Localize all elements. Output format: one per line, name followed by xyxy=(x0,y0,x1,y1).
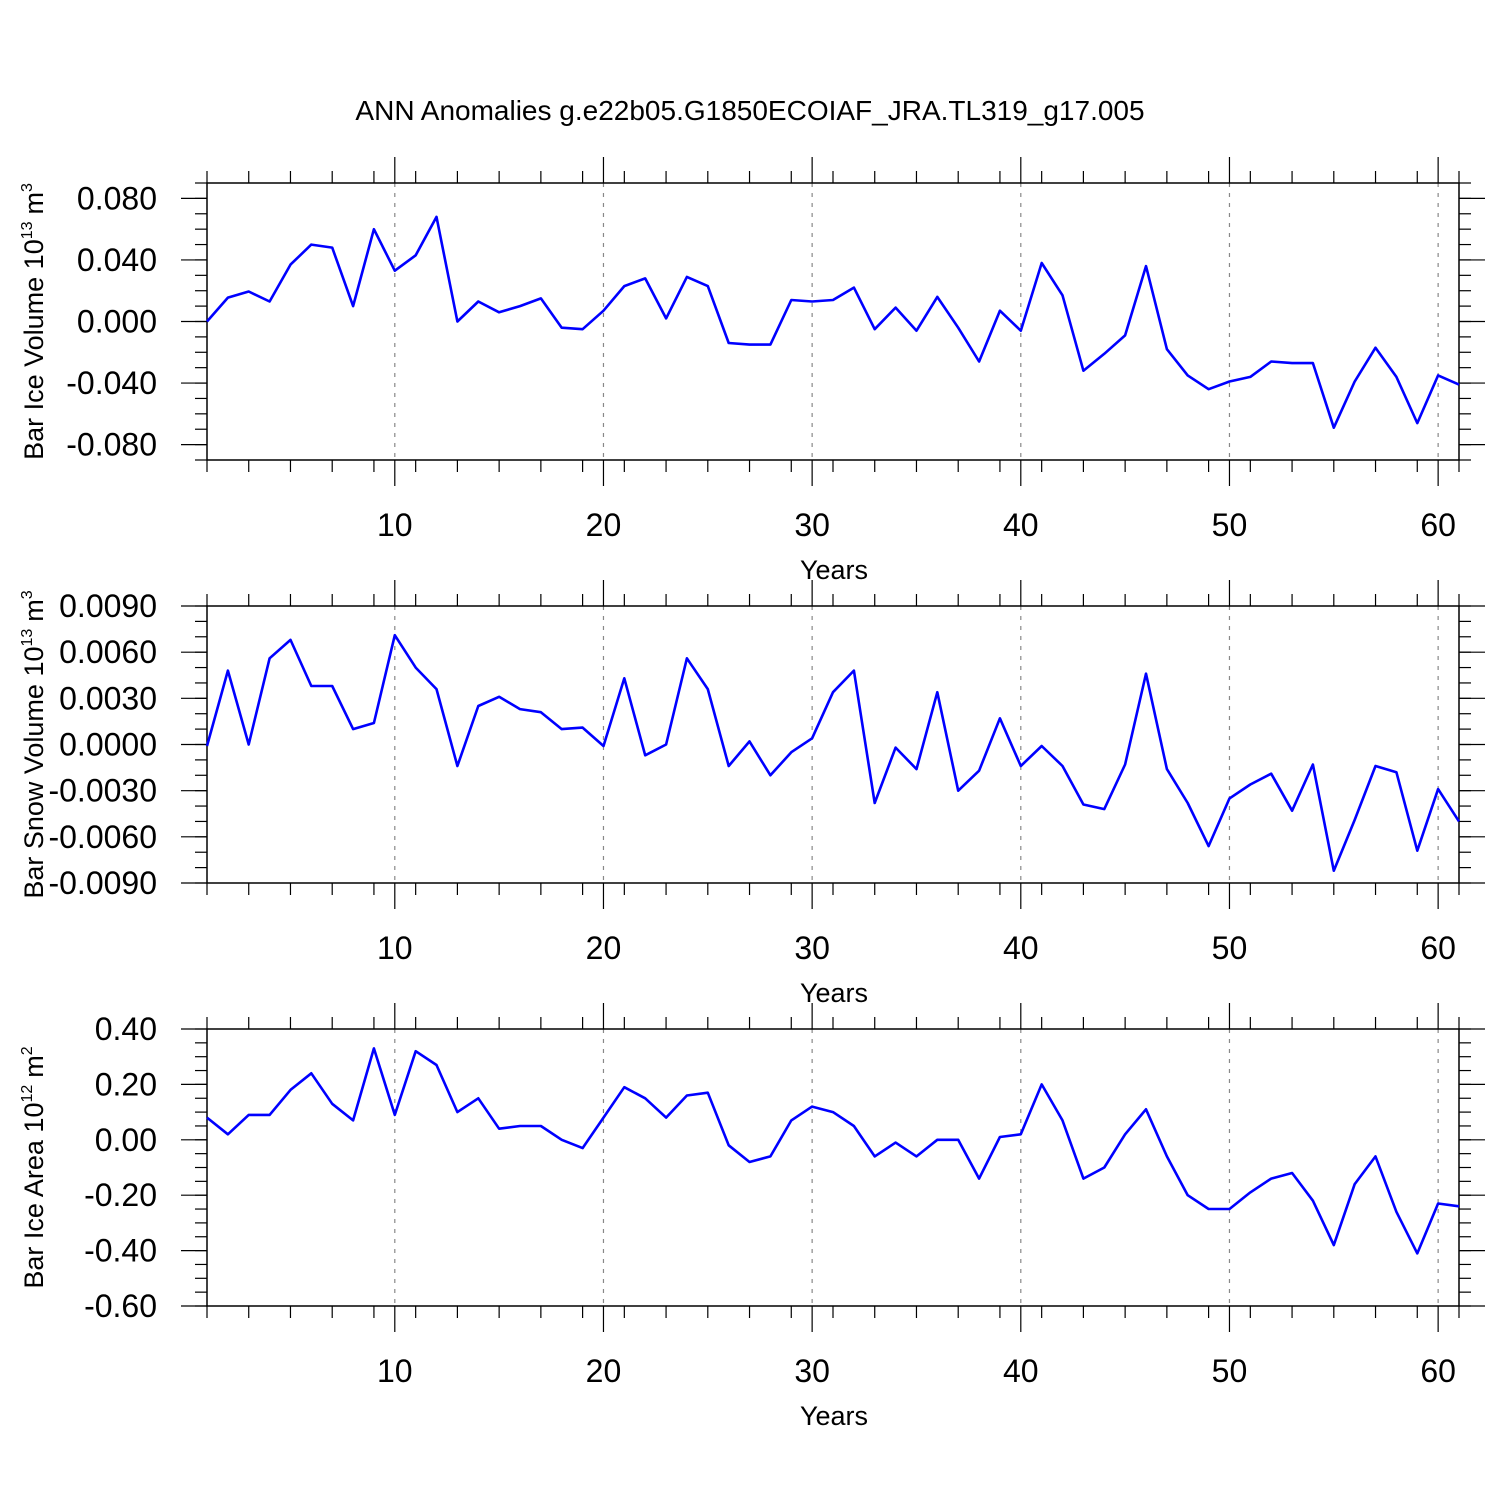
chart-panel-3: 10 20 30 40 50 60 -0.60 -0.40 -0.20 0.00 0.20 0.40 Y… xyxy=(19,1003,1485,1431)
y-tick-label: -0.0090 xyxy=(48,865,157,901)
y-tick-label: 0.0060 xyxy=(59,634,157,670)
y-axis-label: Bar Ice Volume 1013 m3 xyxy=(19,183,49,460)
y-tick-label: 0.20 xyxy=(95,1066,157,1102)
y-axis-label: Bar Snow Volume 1013 m3 xyxy=(19,590,49,898)
chart-panel-2: 10 20 30 40 50 60 -0.0090 -0.0060 -0.0030 0.0000 0… xyxy=(19,580,1485,1008)
x-tick-label: 30 xyxy=(794,930,830,966)
y-axis-label-exponent: 13 xyxy=(19,629,36,647)
y-tick-label: -0.080 xyxy=(66,427,157,463)
y-tick-label: 0.040 xyxy=(77,242,157,278)
y-axis-label-exponent: 13 xyxy=(19,221,36,239)
x-tick-label: 20 xyxy=(586,930,622,966)
x-tick-label: 30 xyxy=(794,1353,830,1389)
y-tick-label: 0.000 xyxy=(77,304,157,340)
chart-title: ANN Anomalies g.e22b05.G1850ECOIAF_JRA.T… xyxy=(355,95,1144,126)
x-tick-label: 60 xyxy=(1420,507,1456,543)
y-axis-label-text: Bar Ice Area 10 xyxy=(19,1103,49,1289)
x-tick-label: 40 xyxy=(1003,930,1039,966)
y-tick-label: 0.00 xyxy=(95,1122,157,1158)
x-axis-label: Years xyxy=(800,555,868,585)
y-tick-label: 0.40 xyxy=(95,1011,157,1047)
y-axis-label-unit: m xyxy=(19,599,49,622)
x-tick-label: 10 xyxy=(377,930,413,966)
series-line xyxy=(205,633,1461,873)
x-tick-label: 30 xyxy=(794,507,830,543)
y-axis-label-unit-exponent: 3 xyxy=(19,183,36,192)
y-axis-label-unit-exponent: 3 xyxy=(19,590,36,599)
y-tick-label: -0.60 xyxy=(84,1288,157,1324)
x-tick-label: 50 xyxy=(1212,1353,1248,1389)
y-axis-label-unit: m xyxy=(19,1055,49,1078)
x-tick-label: 20 xyxy=(586,1353,622,1389)
y-tick-label: -0.0060 xyxy=(48,819,157,855)
y-axis-label: Bar Ice Area 1012 m2 xyxy=(19,1046,49,1288)
y-axis-label-text: Bar Ice Volume 10 xyxy=(19,239,49,460)
x-tick-label: 50 xyxy=(1212,507,1248,543)
x-tick-label: 60 xyxy=(1420,930,1456,966)
y-tick-label: 0.0090 xyxy=(59,588,157,624)
x-tick-label: 40 xyxy=(1003,507,1039,543)
y-axis-label-exponent: 12 xyxy=(19,1085,36,1103)
y-tick-label: -0.20 xyxy=(84,1177,157,1213)
x-axis-label: Years xyxy=(800,1401,868,1431)
x-tick-label: 50 xyxy=(1212,930,1248,966)
x-tick-label: 40 xyxy=(1003,1353,1039,1389)
x-tick-label: 60 xyxy=(1420,1353,1456,1389)
x-tick-label: 20 xyxy=(586,507,622,543)
x-tick-label: 10 xyxy=(377,507,413,543)
y-tick-label: -0.0030 xyxy=(48,773,157,809)
y-tick-label: -0.40 xyxy=(84,1233,157,1269)
y-tick-label: 0.0000 xyxy=(59,727,157,763)
x-tick-label: 10 xyxy=(377,1353,413,1389)
panels: 10 20 30 40 50 60 -0.080 -0.040 0.000 0.040 0.080 Y… xyxy=(19,157,1485,1431)
y-axis-label-unit-exponent: 2 xyxy=(19,1046,36,1055)
y-axis-label-text: Bar Snow Volume 10 xyxy=(19,647,49,899)
chart-panel-1: 10 20 30 40 50 60 -0.080 -0.040 0.000 0.040 0.080 Y… xyxy=(19,157,1485,585)
y-tick-label: -0.040 xyxy=(66,365,157,401)
y-tick-label: 0.080 xyxy=(77,180,157,216)
y-axis-label-unit: m xyxy=(19,192,49,215)
y-tick-label: 0.0030 xyxy=(59,680,157,716)
x-axis-label: Years xyxy=(800,978,868,1008)
